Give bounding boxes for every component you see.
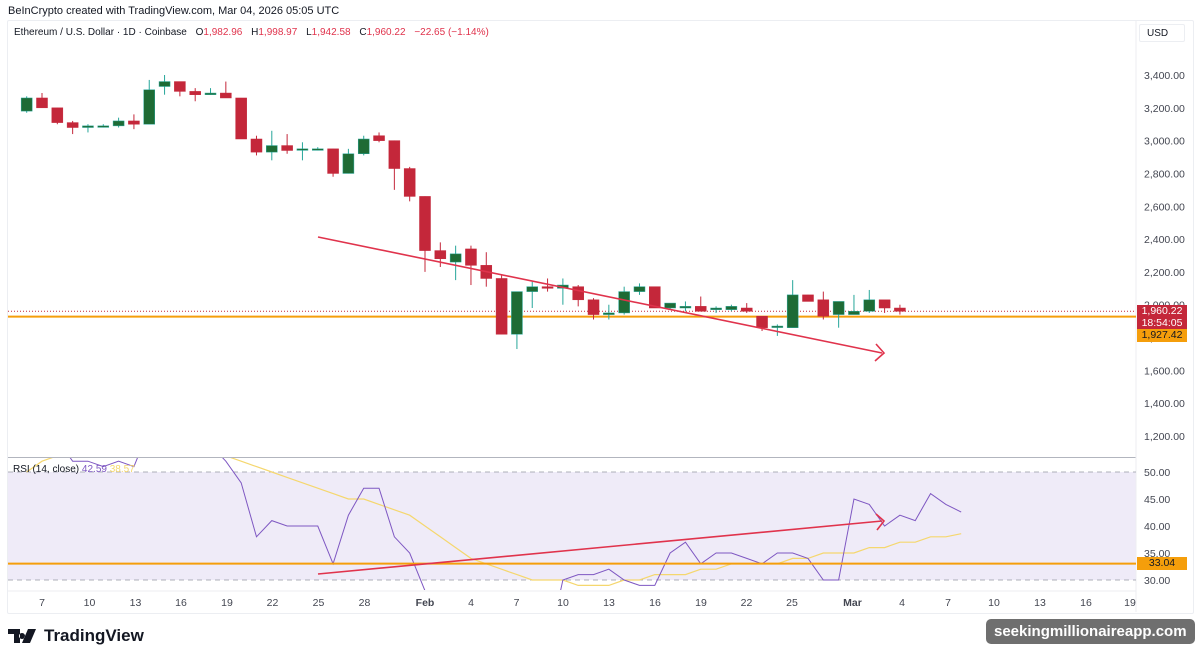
- svg-text:7: 7: [945, 597, 951, 609]
- svg-text:10: 10: [84, 597, 96, 609]
- close-value: 1,960.22: [366, 27, 406, 38]
- svg-text:2,400.00: 2,400.00: [1144, 234, 1185, 246]
- change-value: −22.65 (−1.14%): [414, 27, 489, 38]
- svg-text:22: 22: [741, 597, 753, 609]
- svg-text:7: 7: [39, 597, 45, 609]
- svg-text:1,200.00: 1,200.00: [1144, 431, 1185, 443]
- hline-price-tag: 1,927.42: [1137, 329, 1187, 342]
- svg-text:10: 10: [988, 597, 1000, 609]
- svg-text:16: 16: [649, 597, 661, 609]
- tradingview-logo[interactable]: TradingView: [8, 626, 144, 646]
- svg-text:2,800.00: 2,800.00: [1144, 168, 1185, 180]
- svg-text:2,600.00: 2,600.00: [1144, 201, 1185, 213]
- tradingview-logo-icon: [8, 629, 36, 643]
- svg-text:3,000.00: 3,000.00: [1144, 136, 1185, 148]
- svg-text:10: 10: [557, 597, 569, 609]
- svg-text:19: 19: [695, 597, 707, 609]
- svg-text:25: 25: [786, 597, 798, 609]
- svg-text:1,400.00: 1,400.00: [1144, 398, 1185, 410]
- svg-text:13: 13: [130, 597, 142, 609]
- currency-button[interactable]: USD: [1139, 24, 1185, 42]
- svg-text:13: 13: [603, 597, 615, 609]
- chart-frame: [7, 20, 1194, 614]
- svg-text:16: 16: [1080, 597, 1092, 609]
- svg-text:13: 13: [1034, 597, 1046, 609]
- svg-text:2,200.00: 2,200.00: [1144, 267, 1185, 279]
- svg-text:40.00: 40.00: [1144, 521, 1170, 533]
- low-value: 1,942.58: [311, 27, 351, 38]
- chart-credit: BeInCrypto created with TradingView.com,…: [8, 5, 340, 17]
- svg-text:45.00: 45.00: [1144, 494, 1170, 506]
- svg-text:4: 4: [468, 597, 474, 609]
- high-value: 1,998.97: [258, 27, 298, 38]
- rsi-legend[interactable]: RSI (14, close) 42.59 38.57: [13, 464, 135, 475]
- svg-text:25: 25: [313, 597, 325, 609]
- rsi-value: 42.59: [81, 464, 107, 475]
- last-price-tag: 1,960.22 18:54:05: [1137, 305, 1187, 329]
- svg-text:Feb: Feb: [416, 597, 435, 609]
- svg-text:19: 19: [1124, 597, 1136, 609]
- svg-text:16: 16: [175, 597, 187, 609]
- symbol-legend: Ethereum / U.S. Dollar · 1D · Coinbase O…: [14, 27, 489, 38]
- svg-text:3,400.00: 3,400.00: [1144, 70, 1185, 82]
- open-value: 1,982.96: [203, 27, 243, 38]
- countdown: 18:54:05: [1141, 317, 1183, 329]
- svg-text:19: 19: [221, 597, 233, 609]
- svg-text:30.00: 30.00: [1144, 575, 1170, 587]
- svg-text:4: 4: [899, 597, 905, 609]
- rsi-ma-value: 38.57: [109, 464, 135, 475]
- symbol-name[interactable]: Ethereum / U.S. Dollar · 1D · Coinbase: [14, 27, 187, 38]
- svg-text:22: 22: [267, 597, 279, 609]
- svg-text:Mar: Mar: [843, 597, 862, 609]
- svg-text:7: 7: [514, 597, 520, 609]
- watermark: seekingmillionaireapp.com: [986, 619, 1195, 644]
- svg-text:3,200.00: 3,200.00: [1144, 103, 1185, 115]
- svg-text:28: 28: [359, 597, 371, 609]
- svg-text:50.00: 50.00: [1144, 467, 1170, 479]
- svg-text:1,600.00: 1,600.00: [1144, 365, 1185, 377]
- rsi-hline-tag: 33.04: [1137, 557, 1187, 570]
